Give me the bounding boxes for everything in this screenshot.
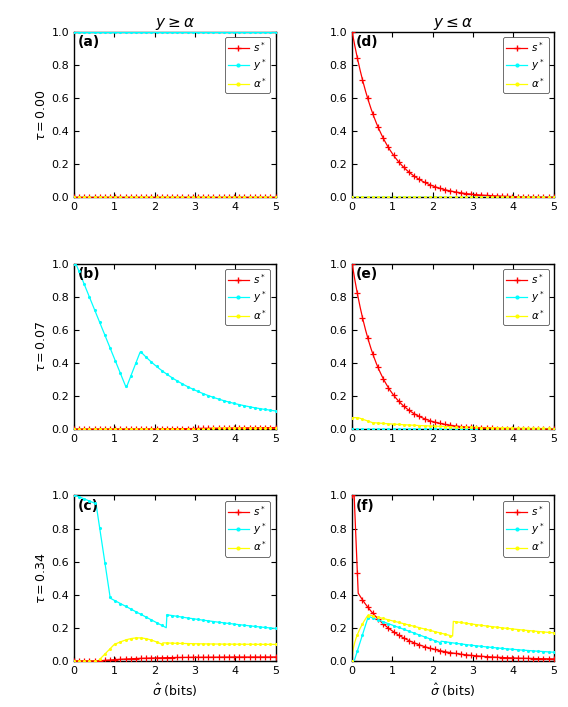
Text: (f): (f) — [356, 498, 375, 513]
Legend: $s^*$, $y^*$, $\alpha^*$: $s^*$, $y^*$, $\alpha^*$ — [225, 269, 270, 325]
Y-axis label: $\tau = 0.00$: $\tau = 0.00$ — [35, 88, 48, 141]
Legend: $s^*$, $y^*$, $\alpha^*$: $s^*$, $y^*$, $\alpha^*$ — [503, 501, 549, 556]
Text: (c): (c) — [78, 498, 99, 513]
Text: (a): (a) — [78, 35, 100, 49]
Y-axis label: $\tau = 0.07$: $\tau = 0.07$ — [35, 320, 48, 373]
Title: $y \leq \alpha$: $y \leq \alpha$ — [433, 16, 473, 32]
Text: (e): (e) — [356, 267, 378, 281]
Text: (d): (d) — [356, 35, 379, 49]
Legend: $s^*$, $y^*$, $\alpha^*$: $s^*$, $y^*$, $\alpha^*$ — [503, 269, 549, 325]
Legend: $s^*$, $y^*$, $\alpha^*$: $s^*$, $y^*$, $\alpha^*$ — [225, 501, 270, 556]
Text: (b): (b) — [78, 267, 101, 281]
Legend: $s^*$, $y^*$, $\alpha^*$: $s^*$, $y^*$, $\alpha^*$ — [225, 37, 270, 93]
X-axis label: $\hat{\sigma}$ (bits): $\hat{\sigma}$ (bits) — [431, 682, 475, 699]
Y-axis label: $\tau = 0.34$: $\tau = 0.34$ — [35, 552, 48, 604]
Legend: $s^*$, $y^*$, $\alpha^*$: $s^*$, $y^*$, $\alpha^*$ — [503, 37, 549, 93]
Title: $y \geq \alpha$: $y \geq \alpha$ — [154, 16, 195, 32]
X-axis label: $\hat{\sigma}$ (bits): $\hat{\sigma}$ (bits) — [152, 682, 197, 699]
